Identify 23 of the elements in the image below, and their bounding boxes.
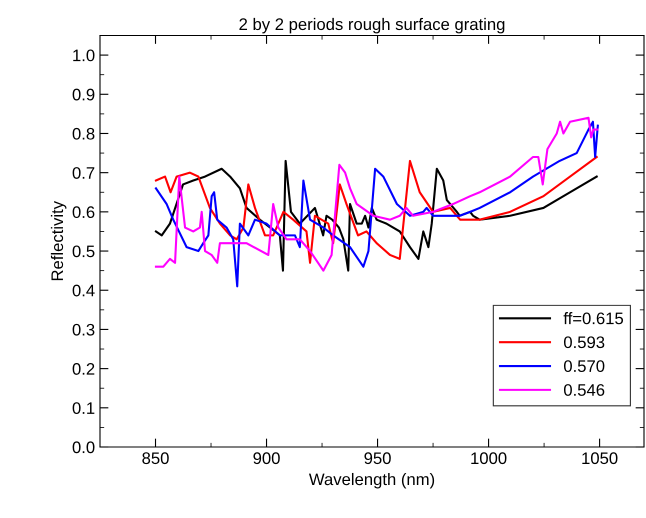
x-tick-label: 950	[364, 452, 391, 464]
y-tick-label: 0.0	[72, 441, 94, 454]
legend-label: 0.593	[564, 336, 604, 348]
y-tick-label: 0.8	[72, 128, 94, 140]
y-tick-label: 0.1	[72, 402, 94, 414]
y-tick-label: 0.6	[72, 206, 94, 218]
y-tick-label: 0.5	[72, 245, 94, 258]
x-tick-label: 1050	[582, 452, 618, 464]
legend-label: ff=0.615	[564, 312, 624, 324]
y-tick-label: 0.3	[72, 324, 94, 336]
y-tick-label: 1.0	[73, 49, 94, 62]
y-tick-label: 0.7	[72, 167, 94, 179]
y-tick-label: 0.2	[72, 363, 94, 375]
y-tick-label: 0.9	[72, 88, 94, 100]
chart-title: 2 by 2 periods rough surface grating	[239, 18, 504, 34]
x-tick-label: 850	[142, 452, 169, 464]
x-axis-title: Wavelength (nm)	[308, 472, 434, 488]
y-tick-label: 0.4	[72, 284, 95, 296]
legend-label: 0.570	[564, 360, 604, 372]
x-tick-label: 1000	[471, 452, 506, 464]
x-tick-label: 900	[253, 452, 280, 464]
legend-label: 0.546	[564, 384, 604, 396]
y-axis-title: Reflectivity	[50, 200, 66, 280]
